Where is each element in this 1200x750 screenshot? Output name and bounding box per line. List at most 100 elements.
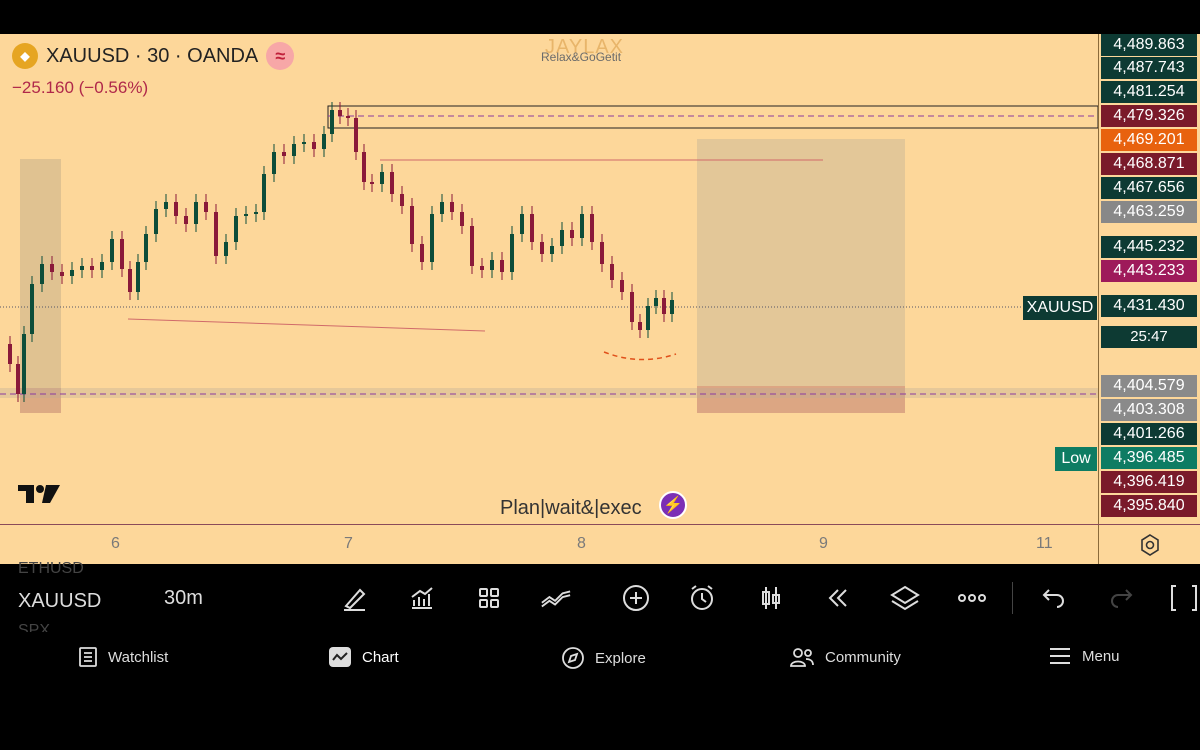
candle-body: [254, 212, 258, 214]
symbol-title[interactable]: XAUUSD · 30 · OANDA: [46, 44, 259, 67]
alarm-icon[interactable]: [686, 582, 718, 614]
gold-logo-icon: ◆: [12, 43, 38, 69]
price-label: 4,443.233: [1101, 260, 1197, 282]
candle-body: [346, 116, 350, 118]
price-label: 4,445.232: [1101, 236, 1197, 258]
candle-body: [540, 242, 544, 254]
grid-icon[interactable]: [473, 582, 505, 614]
candle-body: [560, 230, 564, 246]
time-label: 8: [577, 535, 586, 552]
candles-group: [8, 102, 674, 402]
price-axis[interactable]: 4,489.863 4,487.743 4,481.254 4,479.326 4,46…: [1098, 34, 1200, 524]
candle-body: [510, 234, 514, 272]
nav-watchlist[interactable]: Watchlist: [78, 646, 168, 668]
candle-body: [22, 334, 26, 394]
zone-left-low: [20, 388, 61, 413]
countdown-label: 25:47: [1101, 326, 1197, 348]
menu-icon: [1050, 648, 1070, 664]
price-label: 4,481.254: [1101, 81, 1197, 103]
price-label: 4,395.840: [1101, 495, 1197, 517]
settings-gear-icon[interactable]: [1098, 525, 1200, 565]
candle-body: [330, 110, 334, 134]
candle-body: [224, 242, 228, 256]
undo-icon[interactable]: [1037, 582, 1069, 614]
trend-icon[interactable]: [540, 582, 572, 614]
price-label: 4,396.485: [1101, 447, 1197, 469]
top-status-bar: [0, 0, 1200, 34]
current-symbol[interactable]: XAUUSD: [18, 590, 102, 612]
chart-area[interactable]: ◆ XAUUSD · 30 · OANDA ≈ −25.160 (−0.56%)…: [0, 34, 1098, 524]
candle-body: [338, 110, 342, 116]
candle-body: [8, 344, 12, 364]
price-change: −25.160 (−0.56%): [12, 78, 149, 97]
more-icon[interactable]: [956, 582, 988, 614]
time-label: 11: [1036, 535, 1053, 552]
candle-body: [400, 194, 404, 206]
watermark-subtitle: Relax&GoGetit: [541, 50, 622, 64]
candle-body: [638, 322, 642, 330]
nav-menu[interactable]: Menu: [1048, 646, 1120, 666]
nav-community[interactable]: Community: [789, 646, 901, 668]
candle-body: [16, 364, 20, 394]
zone-left: [20, 159, 61, 413]
price-chart[interactable]: [0, 34, 1098, 524]
nav-label: Explore: [595, 649, 646, 667]
candle-body: [630, 292, 634, 322]
candle-body: [480, 266, 484, 270]
brush-icon[interactable]: [339, 582, 371, 614]
chart-caption: Plan|wait&|exec: [500, 497, 642, 519]
candle-body: [60, 272, 64, 276]
price-label: 4,487.743: [1101, 57, 1197, 79]
candle-body: [144, 234, 148, 262]
wave-icon[interactable]: ≈: [266, 42, 295, 70]
candle-body: [530, 214, 534, 242]
candle-body: [470, 226, 474, 266]
time-label: 6: [111, 535, 120, 552]
candle-body: [214, 212, 218, 256]
curve-dashed: [603, 351, 677, 361]
price-label: 4,401.266: [1101, 423, 1197, 445]
watchlist-icon: [79, 647, 97, 667]
time-label: 7: [344, 535, 353, 552]
candle-body: [322, 134, 326, 149]
fullscreen-icon[interactable]: [1168, 582, 1200, 614]
candle-body: [490, 260, 494, 270]
candle-body: [370, 182, 374, 184]
candle-body: [500, 260, 504, 272]
candle-body: [590, 214, 594, 242]
candle-body: [70, 270, 74, 276]
tradingview-logo-icon: [16, 480, 62, 512]
symbol-header[interactable]: ◆ XAUUSD · 30 · OANDA ≈: [12, 42, 295, 70]
candle-body: [90, 266, 94, 270]
prev-symbol[interactable]: ETHUSD: [18, 560, 84, 577]
time-label: 9: [819, 535, 828, 552]
interval-selector[interactable]: 30m: [164, 587, 203, 609]
compass-icon: [562, 647, 584, 669]
candle-body: [410, 206, 414, 244]
candle-body: [50, 264, 54, 272]
candle-body: [262, 174, 266, 212]
redo-icon[interactable]: [1106, 582, 1138, 614]
candle-body: [164, 202, 168, 209]
time-axis[interactable]: 6 7 8 9 11: [0, 524, 1200, 565]
candle-body: [420, 244, 424, 262]
candle-body: [460, 212, 464, 226]
bottom-toolbar: ETHUSD XAUUSD SPX 30m: [0, 560, 1200, 639]
candle-body: [312, 142, 316, 149]
lightning-icon[interactable]: ⚡: [659, 491, 687, 519]
chart-up-icon[interactable]: [406, 582, 438, 614]
nav-label: Chart: [362, 648, 399, 666]
candle-body: [272, 152, 276, 174]
support-band: [0, 388, 1098, 398]
nav-chart[interactable]: Chart: [328, 646, 399, 668]
candle-body: [380, 172, 384, 184]
plus-circle-icon[interactable]: [620, 582, 652, 614]
layers-icon[interactable]: [889, 582, 921, 614]
nav-explore[interactable]: Explore: [561, 646, 646, 670]
candles-icon[interactable]: [755, 582, 787, 614]
watermark-title: JAYLAX: [545, 36, 624, 58]
candle-body: [390, 172, 394, 194]
rewind-icon[interactable]: [822, 582, 854, 614]
candle-body: [128, 269, 132, 292]
price-label: 4,403.308: [1101, 399, 1197, 421]
